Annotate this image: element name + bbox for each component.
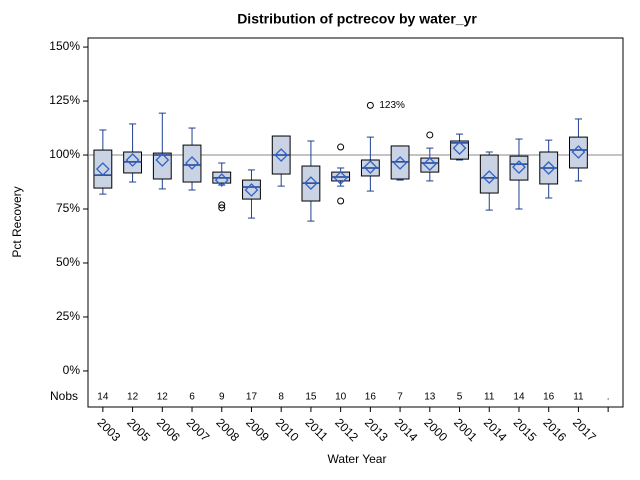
mean-marker xyxy=(185,156,199,170)
outlier xyxy=(426,131,434,139)
nobs-value: 10 xyxy=(335,392,347,403)
nobs-value: 12 xyxy=(157,392,169,403)
mean-marker xyxy=(422,157,437,172)
mean-marker xyxy=(452,141,467,156)
box xyxy=(509,155,529,181)
mean-marker xyxy=(155,153,170,167)
nobs-label: Nobs xyxy=(50,389,78,403)
nobs-value: 15 xyxy=(305,392,317,403)
y-tick-label: 0% xyxy=(63,363,81,377)
nobs-value: 8 xyxy=(278,392,284,403)
box xyxy=(242,179,261,200)
nobs-value: 5 xyxy=(457,392,463,403)
nobs-value: 16 xyxy=(365,392,377,403)
nobs-value: 12 xyxy=(127,392,139,403)
mean-marker xyxy=(303,176,318,191)
y-axis-label: Pct Recovery xyxy=(10,186,24,257)
nobs-value: 6 xyxy=(189,392,195,403)
mean-marker xyxy=(214,173,229,187)
mean-marker xyxy=(95,162,110,176)
box xyxy=(182,144,202,183)
y-tick-label: 50% xyxy=(56,255,80,269)
mean-marker xyxy=(482,170,497,184)
nobs-value: . xyxy=(607,392,610,403)
nobs-value: 11 xyxy=(484,392,495,403)
outlier xyxy=(218,201,226,209)
box xyxy=(569,136,588,169)
plot-frame xyxy=(87,37,624,408)
y-tick-label: 100% xyxy=(49,147,80,161)
chart-title: Distribution of pctrecov by water_yr xyxy=(237,11,477,27)
y-tick-label: 25% xyxy=(56,309,80,323)
y-tick-label: 125% xyxy=(49,93,80,107)
nobs-value: 9 xyxy=(219,392,225,403)
nobs-value: 14 xyxy=(513,392,525,403)
mean-marker xyxy=(333,170,348,185)
outlier xyxy=(337,143,345,151)
y-tick-label: 150% xyxy=(49,39,80,53)
mean-marker xyxy=(244,183,259,197)
mean-marker xyxy=(571,145,586,159)
x-axis-label: Water Year xyxy=(328,452,387,466)
outlier-label: 123% xyxy=(379,100,405,111)
box xyxy=(93,149,113,189)
nobs-value: 11 xyxy=(573,392,584,403)
outlier xyxy=(366,101,374,109)
mean-marker xyxy=(393,156,408,170)
nobs-value: 16 xyxy=(543,392,555,403)
mean-marker xyxy=(274,148,289,162)
mean-marker xyxy=(363,160,378,175)
mean-marker xyxy=(541,161,556,175)
nobs-value: 13 xyxy=(424,392,436,403)
outlier xyxy=(337,197,345,205)
nobs-value: 14 xyxy=(97,392,109,403)
box xyxy=(479,154,499,194)
y-tick-label: 75% xyxy=(56,201,80,215)
nobs-value: 7 xyxy=(397,392,403,403)
box xyxy=(450,140,469,160)
outlier xyxy=(218,204,226,212)
mean-marker xyxy=(512,160,526,175)
mean-marker xyxy=(125,153,140,167)
nobs-value: 17 xyxy=(246,392,258,403)
